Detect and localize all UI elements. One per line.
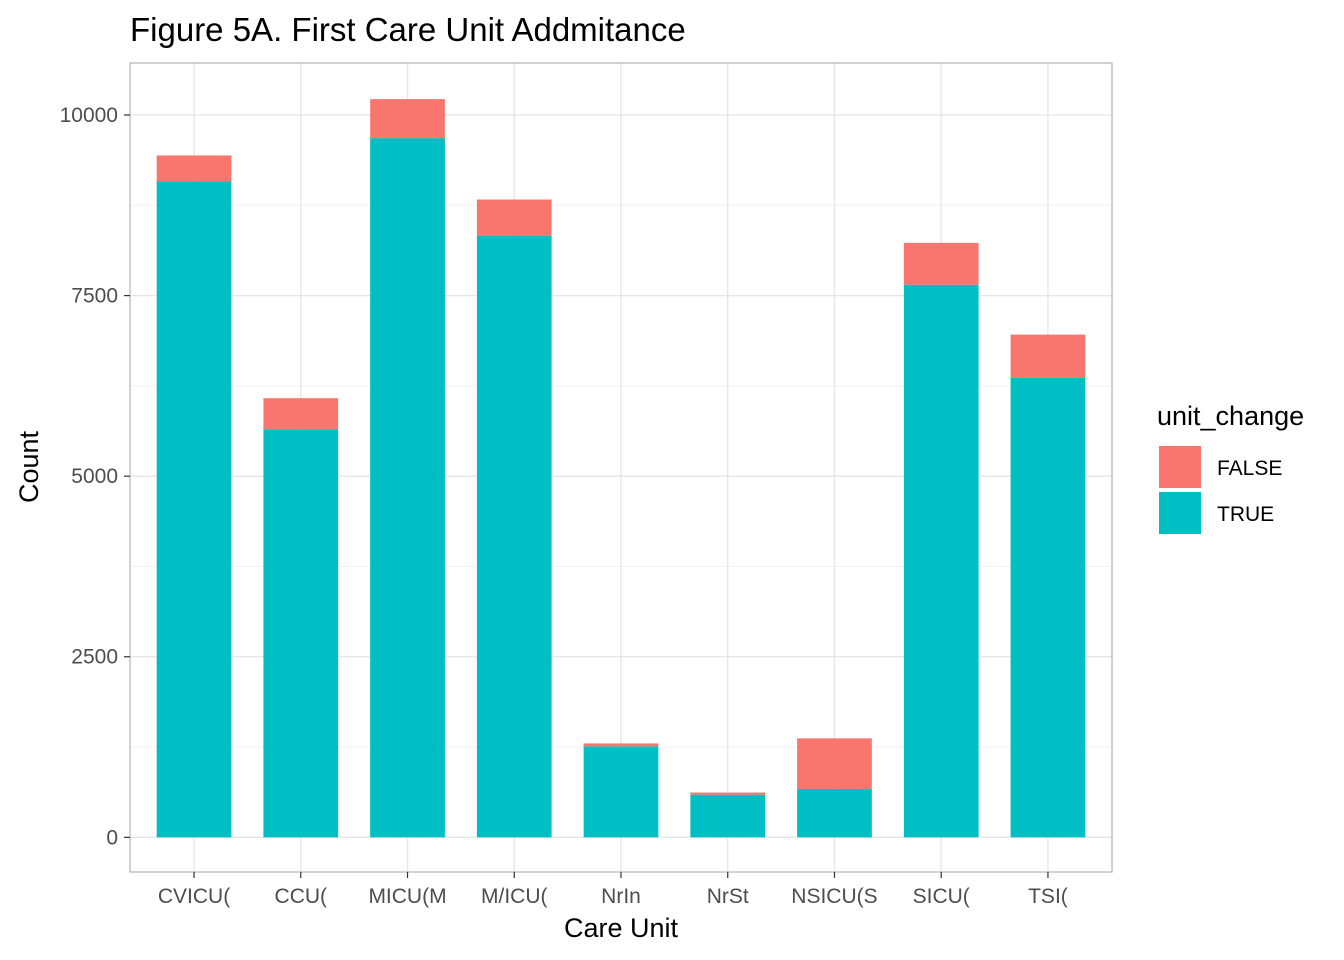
bar-true-1	[263, 429, 339, 838]
legend-swatch-true	[1159, 492, 1201, 534]
legend-swatch-false	[1159, 446, 1201, 488]
bar-false-4	[583, 743, 659, 747]
y-tick-label: 0	[106, 826, 118, 849]
bar-false-0	[156, 155, 232, 182]
x-tick-label: NrSt	[707, 885, 749, 908]
legend-label-true: TRUE	[1217, 503, 1274, 526]
x-tick-label: TSI(	[1028, 885, 1068, 908]
x-tick-label: M/ICU(	[481, 885, 548, 908]
x-tick-label: CVICU(	[158, 885, 230, 908]
legend-label-false: FALSE	[1217, 457, 1282, 480]
bar-true-6	[797, 788, 872, 838]
bar-false-6	[797, 738, 872, 789]
x-tick-label: NSICU(S	[791, 885, 877, 908]
x-tick-label: CCU(	[275, 885, 328, 908]
bar-false-2	[370, 99, 445, 139]
x-axis-title: Care Unit	[564, 913, 679, 943]
bar-false-5	[690, 792, 766, 795]
bar-true-3	[476, 235, 552, 838]
y-tick-label: 2500	[71, 646, 118, 669]
y-tick-label: 7500	[71, 285, 118, 308]
bar-true-2	[370, 138, 445, 838]
y-tick-label: 10000	[60, 104, 118, 127]
chart-title: Figure 5A. First Care Unit Addmitance	[130, 11, 686, 48]
x-axis: CVICU( CCU( MICU(M M/ICU( NrIn NrSt NSICU(S SIC…	[158, 872, 1068, 908]
bar-false-3	[476, 199, 552, 236]
bars	[156, 99, 1086, 838]
bar-false-7	[903, 242, 979, 285]
x-tick-label: NrIn	[601, 885, 641, 908]
y-tick-label: 5000	[71, 465, 118, 488]
bar-false-1	[263, 398, 339, 430]
y-axis-title: Count	[14, 430, 44, 503]
legend: unit_change FALSE TRUE	[1157, 401, 1304, 534]
x-tick-label: MICU(M	[368, 885, 446, 908]
bar-true-0	[156, 181, 232, 838]
y-axis: 0 2500 5000 7500 10000	[60, 104, 130, 849]
plot-panel	[129, 62, 1113, 873]
bar-true-4	[583, 746, 659, 838]
bar-true-8	[1010, 377, 1086, 838]
bar-true-5	[690, 794, 766, 838]
bar-false-8	[1010, 334, 1086, 378]
bar-true-7	[903, 284, 979, 838]
x-tick-label: SICU(	[913, 885, 970, 908]
legend-title: unit_change	[1157, 401, 1304, 431]
